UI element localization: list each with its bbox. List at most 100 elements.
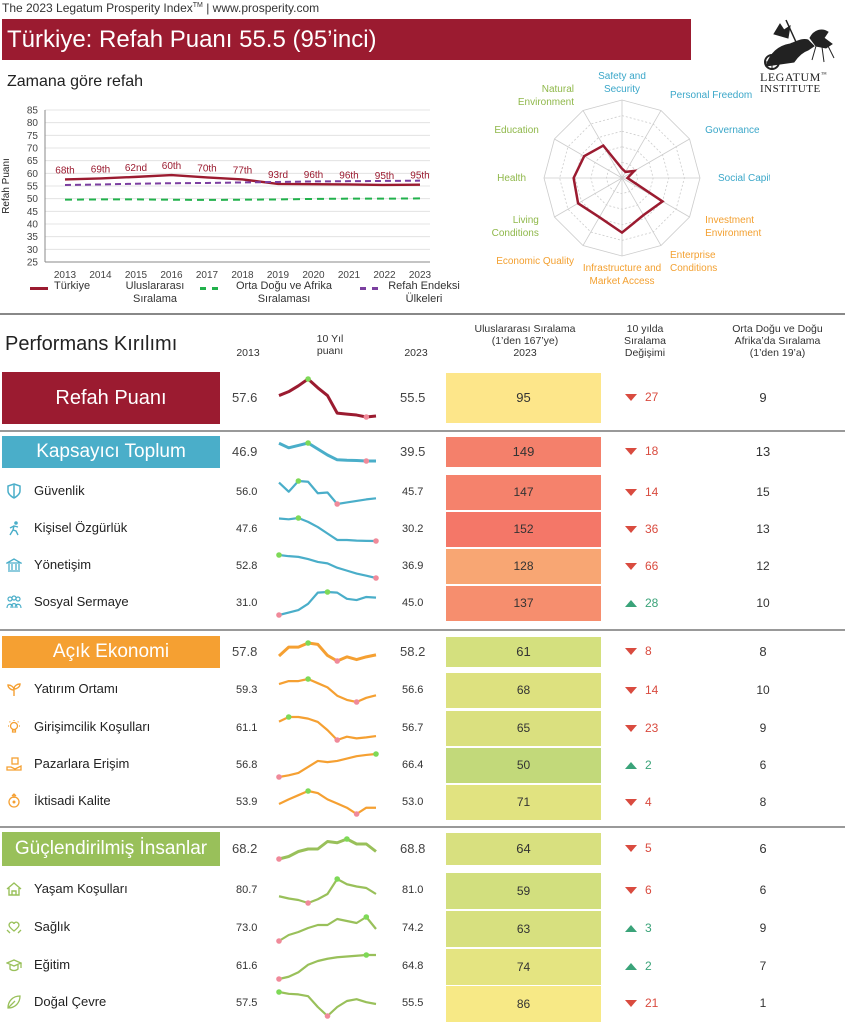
region-rank: 7 — [759, 959, 767, 973]
rank-label: 70th — [197, 163, 216, 174]
site-link[interactable]: | www.prosperity.com — [202, 1, 320, 15]
rank-cell: 95 — [446, 373, 601, 423]
y-tick-label: 50 — [27, 194, 39, 205]
region-rank: 6 — [759, 757, 767, 772]
rank-cell: 152 — [446, 512, 601, 547]
trend-sparkline — [278, 788, 376, 817]
sparkline-path — [278, 677, 377, 704]
sparkline-max-dot — [295, 515, 302, 521]
rank-change: 36 — [625, 522, 658, 536]
radar-axis-label: Investment Environment — [705, 215, 761, 239]
line-chart-legend: Türkiye Uluslararası Sıralama Orta Doğu … — [0, 280, 470, 310]
page-title: Türkiye: Refah Puanı 55.5 (95’inci) — [2, 19, 691, 60]
triangle-down-icon — [625, 845, 637, 853]
triangle-down-icon — [625, 887, 637, 895]
rank-cell: 64 — [446, 833, 601, 865]
region-rank: 10 — [756, 595, 770, 610]
trend-sparkline — [276, 552, 379, 581]
sparkline-max-dot — [344, 836, 350, 842]
x-tick-label: 2013 — [54, 270, 77, 280]
radar-spoke — [621, 177, 662, 246]
graduation-cap-icon — [6, 959, 22, 972]
radar-axis-label-line: Conditions — [492, 228, 539, 239]
value-2023: 58.2 — [400, 644, 426, 659]
triangle-up-icon — [625, 963, 637, 971]
performance-title: Performans Kırılımı — [5, 333, 178, 355]
chariot-emblem-icon — [764, 19, 835, 70]
leaf-icon — [7, 995, 21, 1009]
region-rank: 13 — [756, 521, 770, 536]
value-2023: 56.7 — [402, 721, 424, 734]
radar-axis-label: Economic Quality — [496, 256, 574, 267]
sparkline-min-dot — [353, 699, 360, 705]
y-axis-label: Refah Puanı — [1, 158, 12, 214]
logo-line1: LEGATUM™ — [760, 70, 827, 85]
hand-box-icon — [6, 756, 22, 771]
region-rank: 8 — [759, 794, 767, 809]
radar-spoke — [621, 110, 662, 179]
source-text: The 2023 Legatum Prosperity Index — [2, 1, 193, 15]
radar-axis-label-line: Enterprise — [670, 250, 716, 261]
rank-change-value: 4 — [645, 794, 652, 809]
region-rank: 15 — [756, 484, 770, 499]
radar-axis-label: Natural Environment — [518, 84, 574, 108]
value-2023: 56.6 — [402, 683, 424, 696]
value-2023: 45.0 — [402, 596, 424, 609]
region-rank: 8 — [759, 644, 767, 659]
radar-axis-label-line: Market Access — [589, 276, 654, 287]
radar-axis-label: Education — [494, 125, 538, 136]
radar-axis-label-line: Living — [513, 215, 539, 226]
legend-swatch — [360, 287, 378, 290]
trademark-sup: TM — [192, 2, 203, 9]
row-title-category: Kapsayıcı Toplum — [2, 436, 220, 468]
value-2023: 66.4 — [402, 758, 424, 771]
col-header-trend-line: puanı — [316, 345, 344, 357]
trend-sparkline — [278, 440, 376, 464]
sparkline-path — [278, 377, 377, 419]
sparkline-max-dot — [276, 989, 282, 995]
col-header-region: Orta Doğu ve Doğu Afrika’da Sıralama (1’… — [715, 323, 840, 359]
sparkline-max-dot — [334, 876, 340, 882]
row-title-category: Güçlendirilmiş İnsanlar — [2, 832, 220, 866]
row-title-subpillar: Eğitim — [34, 957, 71, 972]
y-tick-label: 65 — [27, 156, 39, 167]
triangle-down-icon — [625, 648, 637, 656]
rank-cell: 65 — [446, 711, 601, 746]
trend-sparkline — [276, 914, 377, 944]
y-tick-label: 25 — [27, 258, 39, 269]
sparkline-path — [278, 877, 377, 905]
sparkline-max-dot — [276, 552, 282, 558]
trend-sparkline — [278, 515, 379, 544]
y-tick-label: 55 — [27, 182, 39, 193]
series-line-0 — [64, 173, 421, 187]
legatum-logo: LEGATUM™ INSTITUTE — [750, 16, 840, 98]
rank-change: 2 — [625, 959, 652, 973]
logo-line2: INSTITUTE — [760, 83, 821, 95]
rank-change: 5 — [625, 841, 652, 855]
value-2023: 68.8 — [400, 841, 426, 856]
row-title-subpillar: Güvenlik — [34, 482, 85, 498]
legend-label: Türkiye — [54, 280, 91, 292]
sparkline-path — [278, 915, 377, 942]
x-tick-label: 2021 — [338, 270, 361, 280]
region-rank: 1 — [759, 996, 767, 1010]
rank-change: 66 — [625, 559, 658, 573]
house-icon — [6, 882, 22, 896]
over-time-title: Zamana göre refah — [7, 73, 144, 90]
running-person-icon — [9, 520, 19, 535]
row-title-subpillar: Girişimcilik Koşulları — [34, 718, 151, 734]
col-header-rank-line: Uluslararası Sıralama — [474, 323, 576, 335]
value-2013: 59.3 — [236, 683, 258, 696]
radar-axis-label-line: Environment — [518, 97, 574, 108]
value-2013: 57.6 — [232, 390, 258, 405]
sparkline-path — [278, 441, 376, 463]
triangle-down-icon — [625, 686, 637, 694]
sparkline-min-dot — [324, 1013, 331, 1019]
value-2023: 74.2 — [402, 922, 424, 934]
sparkline-path — [278, 752, 377, 779]
sparkline-path — [278, 990, 377, 1018]
sparkline-path — [278, 715, 377, 742]
radar-axis-label: Infrastructure and Market Access — [583, 263, 661, 287]
trend-sparkline — [277, 640, 377, 664]
